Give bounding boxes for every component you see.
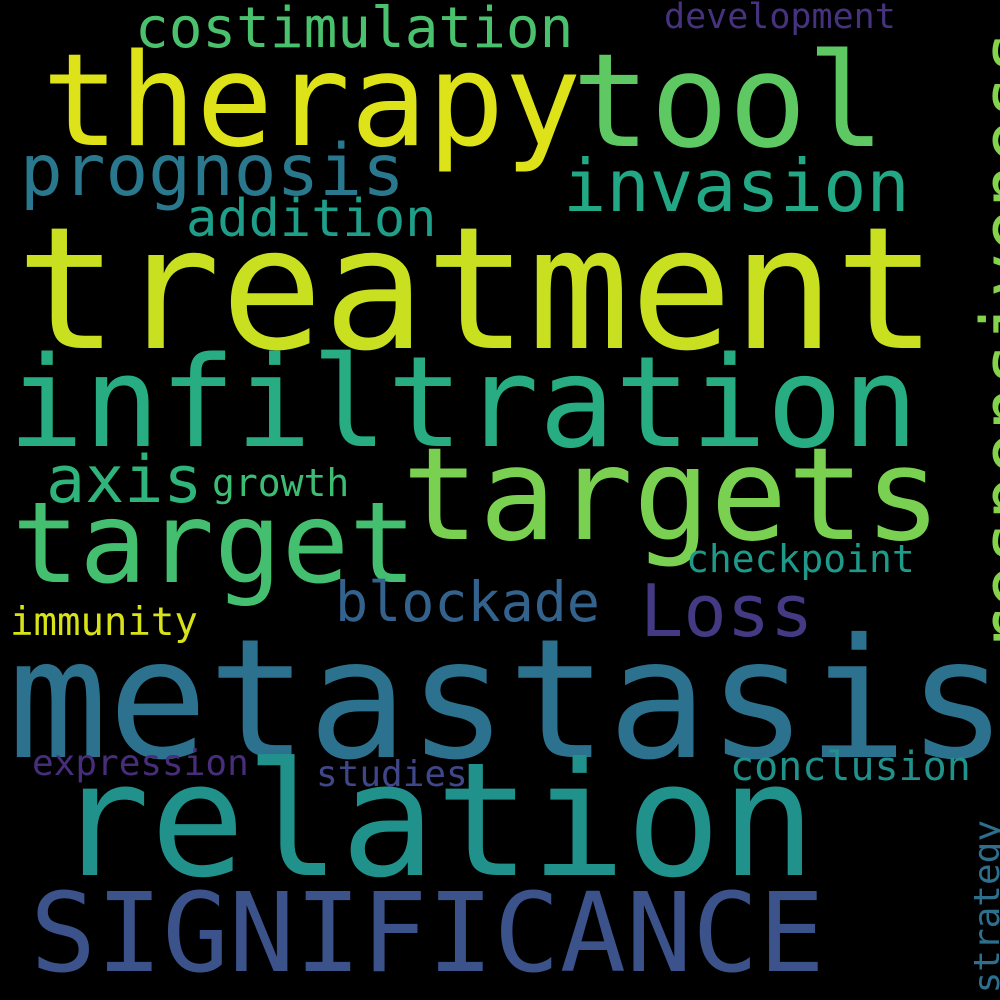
- word-immunity: immunity: [10, 600, 198, 645]
- word-responsiveness: responsiveness: [966, 30, 1000, 654]
- word-infiltration: infiltration: [8, 329, 919, 476]
- word-axis: axis: [46, 443, 203, 518]
- word-addition: addition: [186, 189, 437, 249]
- word-therapy: therapy: [42, 27, 582, 176]
- word-targets: targets: [402, 421, 942, 570]
- word-significance: SIGNIFICANCE: [30, 869, 825, 997]
- word-strategy: strategy: [967, 820, 1000, 994]
- word-invasion: invasion: [563, 144, 910, 228]
- word-studies: studies: [316, 754, 468, 795]
- word-relation: relation: [55, 729, 816, 913]
- word-treatment: treatment: [16, 191, 938, 389]
- word-growth: growth: [212, 461, 350, 505]
- word-prognosis: prognosis: [20, 129, 405, 212]
- word-metastasis: metastasis: [8, 604, 1000, 797]
- word-loss: Loss: [640, 569, 814, 653]
- word-expression: expression: [32, 743, 249, 784]
- word-tool: tool: [572, 25, 886, 177]
- word-target: target: [12, 479, 417, 609]
- word-blockade: blockade: [335, 570, 600, 634]
- word-conclusion: conclusion: [730, 744, 971, 790]
- word-checkpoint: checkpoint: [686, 537, 915, 581]
- word-costimulation: costimulation: [135, 0, 574, 61]
- word-development: development: [664, 0, 896, 37]
